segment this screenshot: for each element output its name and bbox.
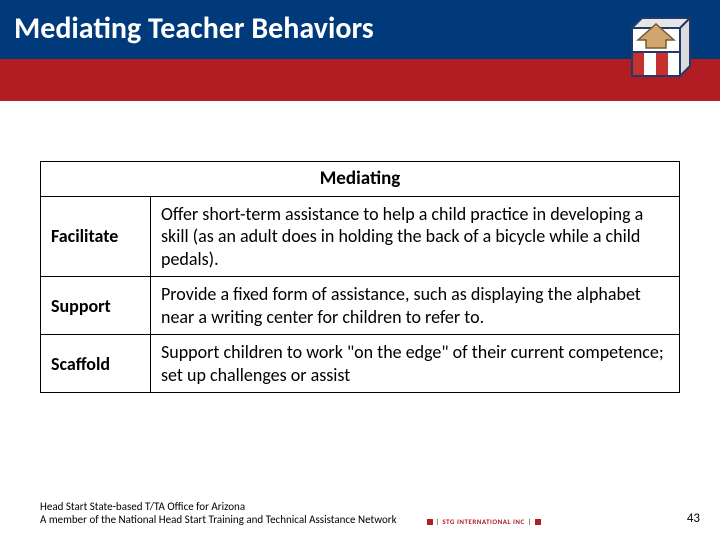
row-label: Facilitate xyxy=(41,196,151,277)
table-row: Facilitate Offer short-term assistance t… xyxy=(41,196,680,277)
footer-text: Head Start State-based T/TA Office for A… xyxy=(40,500,397,526)
row-label: Scaffold xyxy=(41,335,151,393)
page-number: 43 xyxy=(687,511,700,526)
table-row: Scaffold Support children to work "on th… xyxy=(41,335,680,393)
row-desc: Provide a fixed form of assistance, such… xyxy=(151,277,680,335)
footer: Head Start State-based T/TA Office for A… xyxy=(40,500,700,526)
page-title: Mediating Teacher Behaviors xyxy=(14,10,706,47)
row-desc: Offer short-term assistance to help a ch… xyxy=(151,196,680,277)
footer-line2: A member of the National Head Start Trai… xyxy=(40,513,397,526)
footer-logo: | STG INTERNATIONAL INC | xyxy=(427,517,541,526)
table-container: Mediating Facilitate Offer short-term as… xyxy=(0,101,720,393)
footer-logo-text: STG INTERNATIONAL INC xyxy=(442,517,524,526)
table-row: Support Provide a fixed form of assistan… xyxy=(41,277,680,335)
header-blue-bar: Mediating Teacher Behaviors xyxy=(0,0,720,59)
building-block-icon xyxy=(628,8,700,80)
header-red-bar xyxy=(0,59,720,101)
table-title: Mediating xyxy=(41,162,680,197)
row-desc: Support children to work "on the edge" o… xyxy=(151,335,680,393)
footer-line1: Head Start State-based T/TA Office for A… xyxy=(40,500,397,513)
row-label: Support xyxy=(41,277,151,335)
mediating-table: Mediating Facilitate Offer short-term as… xyxy=(40,161,680,393)
